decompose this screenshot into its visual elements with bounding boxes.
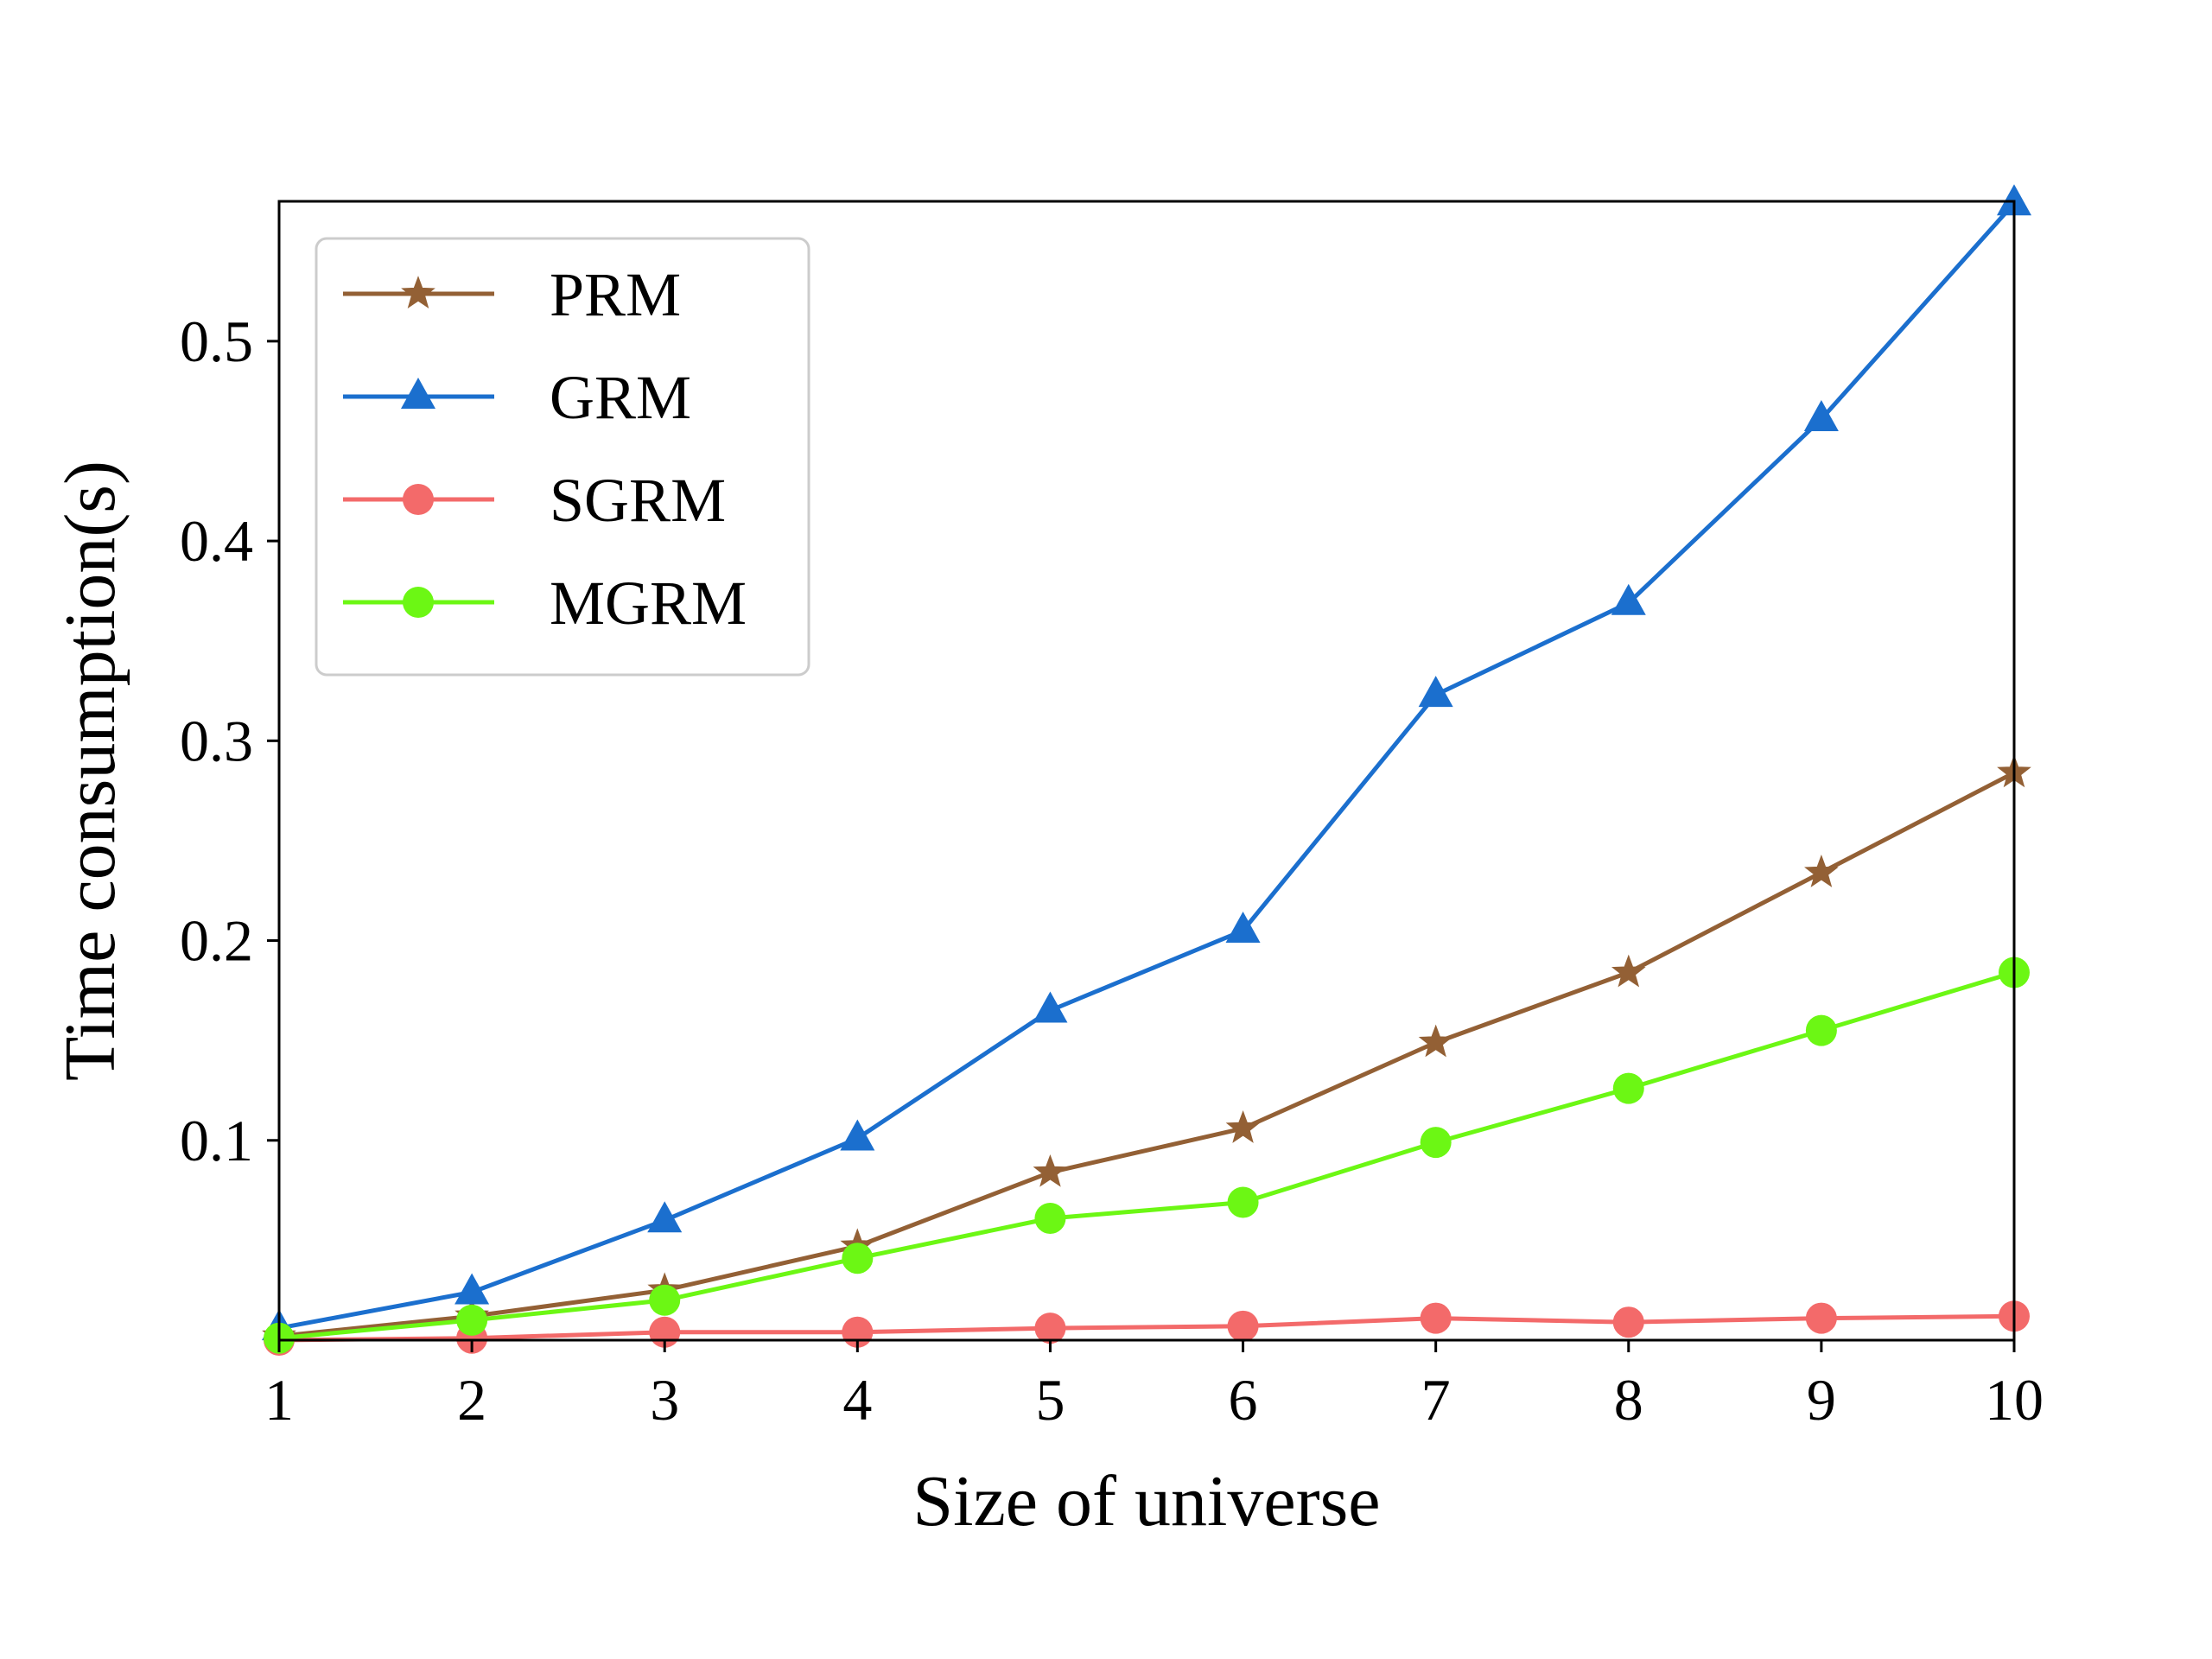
data-point-grm: [454, 1273, 490, 1305]
data-point-grm: [840, 1119, 875, 1151]
x-tick-label: 5: [1035, 1367, 1065, 1433]
y-tick-label: 0.1: [180, 1108, 253, 1173]
series-line-sgrm: [278, 1313, 2015, 1343]
data-point-prm: [1611, 954, 1646, 988]
series-grm: [262, 184, 2031, 1341]
legend-item-sgrm: SGRM: [343, 466, 726, 535]
legend-marker-grm: [401, 378, 435, 409]
y-tick-label: 0.4: [180, 508, 253, 574]
legend-marker-prm: [401, 276, 435, 308]
legend-item-grm: GRM: [343, 363, 691, 432]
data-point-grm: [1418, 676, 1453, 708]
series-line-mgrm: [278, 970, 2015, 1341]
legend: PRM GRM SGRM MGRM: [315, 237, 810, 677]
data-point-prm: [1225, 1110, 1261, 1143]
data-point-grm: [647, 1201, 683, 1233]
data-point-grm: [1803, 400, 1839, 432]
y-tick-label: 0.2: [180, 908, 253, 974]
data-point-mgrm: [1612, 1072, 1644, 1104]
data-point-mgrm: [1420, 1127, 1452, 1159]
legend-marker-sgrm: [403, 484, 434, 515]
data-point-sgrm: [1805, 1302, 1837, 1334]
series-line-grm: [278, 201, 2016, 1331]
legend-label-grm: GRM: [550, 363, 691, 432]
series-line-prm: [278, 771, 2016, 1338]
x-tick-label: 4: [842, 1367, 872, 1433]
legend-label-prm: PRM: [550, 260, 681, 329]
plot-frame: [277, 200, 2016, 1342]
y-axis-label: Time consumption(s): [50, 461, 130, 1081]
data-point-sgrm: [1034, 1313, 1066, 1344]
data-point-mgrm: [1034, 1202, 1066, 1234]
x-tick-label: 9: [1807, 1367, 1836, 1433]
x-tick-label: 6: [1229, 1367, 1258, 1433]
data-point-grm: [1225, 911, 1261, 943]
legend-label-sgrm: SGRM: [550, 466, 726, 535]
legend-item-mgrm: MGRM: [343, 569, 747, 638]
x-tick-label: 8: [1614, 1367, 1643, 1433]
legend-label-mgrm: MGRM: [550, 569, 747, 638]
y-tick-label: 0.3: [180, 708, 253, 773]
y-axis: 0.1 0.2 0.3 0.4 0.5: [180, 308, 279, 1173]
x-axis-label: Size of universe: [912, 1461, 1380, 1541]
data-point-mgrm: [842, 1243, 874, 1274]
data-point-mgrm: [649, 1284, 681, 1316]
data-point-grm: [1611, 583, 1646, 615]
legend-box: [315, 237, 810, 677]
x-tick-label: 10: [1985, 1367, 2044, 1433]
x-tick-label: 1: [264, 1367, 294, 1433]
legend-marker-mgrm: [403, 587, 434, 618]
data-point-mgrm: [456, 1304, 488, 1336]
data-point-prm: [1033, 1154, 1068, 1187]
data-point-grm: [1033, 991, 1068, 1023]
y-tick-label: 0.5: [180, 308, 253, 374]
data-point-grm: [1997, 184, 2031, 216]
data-point-mgrm: [1227, 1186, 1259, 1218]
x-axis: 1 2 3 4 5 6 7 8 9 10: [264, 1340, 2044, 1433]
x-tick-label: 7: [1421, 1367, 1451, 1433]
data-point-mgrm: [1805, 1014, 1837, 1046]
series-layer: [262, 184, 2031, 1356]
series-mgrm: [264, 957, 2030, 1354]
data-point-sgrm: [1420, 1302, 1452, 1334]
x-tick-label: 3: [650, 1367, 679, 1433]
legend-item-prm: PRM: [343, 260, 681, 329]
data-point-sgrm: [1227, 1310, 1259, 1342]
data-point-prm: [1418, 1024, 1453, 1058]
data-point-sgrm: [1612, 1306, 1644, 1338]
data-point-prm: [1804, 854, 1839, 887]
x-tick-label: 2: [457, 1367, 486, 1433]
